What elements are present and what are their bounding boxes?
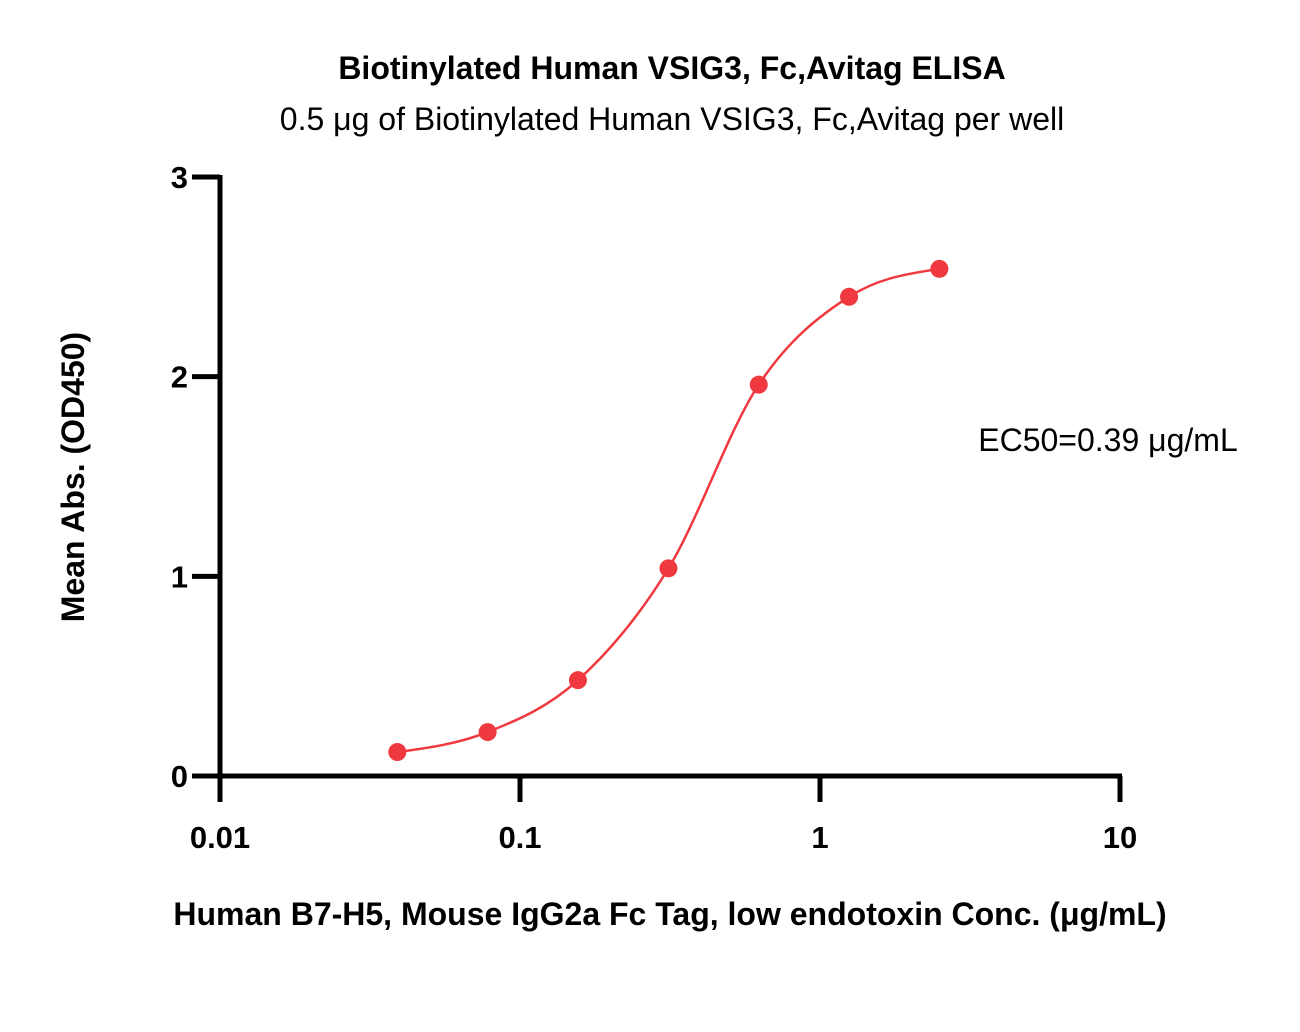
y-tick-label: 0 [171, 759, 188, 794]
fit-curve-layer [397, 267, 940, 754]
x-axis-label: Human B7-H5, Mouse IgG2a Fc Tag, low end… [173, 896, 1166, 932]
chart-title: Biotinylated Human VSIG3, Fc,Avitag ELIS… [338, 50, 1005, 86]
data-point [659, 559, 678, 578]
fit-curve [397, 267, 940, 754]
data-point [478, 723, 497, 742]
data-point [568, 671, 587, 690]
x-tick-label: 1 [811, 820, 828, 855]
data-point [840, 287, 859, 306]
data-point [388, 743, 407, 762]
plot-area: 0 1 2 3 0.01 0.1 1 10 [171, 160, 1137, 855]
y-tick-label: 3 [171, 160, 188, 195]
chart-subtitle: 0.5 μg of Biotinylated Human VSIG3, Fc,A… [280, 101, 1064, 137]
y-tick-label: 1 [171, 559, 188, 594]
ticks: 0 1 2 3 0.01 0.1 1 10 [171, 160, 1137, 855]
x-tick-label: 0.1 [498, 820, 541, 855]
data-point [930, 259, 949, 278]
ec50-annotation: EC50=0.39 μg/mL [978, 422, 1237, 458]
y-tick-label: 2 [171, 360, 188, 395]
y-axis-label: Mean Abs. (OD450) [55, 332, 91, 622]
x-tick-label: 10 [1103, 820, 1137, 855]
x-tick-label: 0.01 [190, 820, 250, 855]
data-points-layer [388, 259, 949, 762]
data-point [749, 375, 768, 394]
axes [217, 175, 1122, 779]
